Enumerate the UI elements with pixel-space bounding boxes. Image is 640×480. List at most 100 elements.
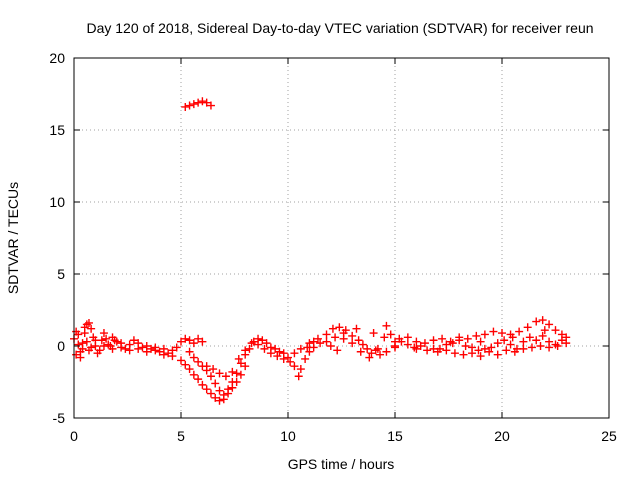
data-point [339,334,348,343]
chart-title: Day 120 of 2018, Sidereal Day-to-day VTE… [86,20,593,36]
data-point [76,353,85,362]
data-point [290,349,299,358]
data-point [112,337,121,346]
data-point [305,339,314,348]
data-point [472,331,481,340]
data-point [480,344,489,353]
data-point [382,321,391,330]
data-point [376,350,385,359]
data-point [134,344,143,353]
data-point [468,349,477,358]
data-point [296,365,305,374]
data-point [84,346,93,355]
data-point [373,344,382,353]
data-point [206,389,215,398]
data-point [254,340,263,349]
data-point [322,330,331,339]
data-point [247,339,256,348]
data-point [284,353,292,362]
data-point [331,333,340,342]
data-point [367,349,376,358]
x-tick-labels: 0 5 10 15 20 25 [70,428,617,444]
data-point [369,329,378,338]
data-point [532,317,541,326]
data-point [348,339,357,348]
data-point [502,346,511,355]
data-points [70,97,571,405]
data-point [322,337,331,346]
data-point [536,342,545,350]
grid-lines [74,58,609,418]
data-point [301,354,310,363]
data-point [423,346,432,355]
data-point [198,380,207,389]
data-point [91,336,100,345]
data-point [545,320,554,329]
data-point [538,316,547,325]
data-point [273,352,282,361]
data-point [508,333,517,342]
data-point [211,379,220,388]
data-point [348,331,357,340]
axis-ticks [73,57,610,419]
data-point [540,326,549,335]
data-point [316,339,325,348]
data-point [236,370,245,379]
y-tick-label: 0 [57,338,65,354]
data-point [487,343,496,352]
data-point [151,346,160,355]
data-point [185,101,194,110]
data-point [515,327,524,336]
data-point [260,344,269,353]
data-point [185,347,194,356]
data-point [181,102,190,111]
data-point [328,324,337,333]
data-point [510,347,519,356]
x-tick-label: 15 [387,428,403,444]
data-point [313,334,322,343]
data-point [480,330,489,339]
data-point [72,327,81,336]
data-point [147,344,156,353]
data-point [294,372,303,381]
data-point [211,393,220,402]
data-point [365,353,374,362]
data-point [527,343,536,352]
data-point [485,347,494,356]
data-point [438,334,447,343]
data-point [189,100,198,109]
data-point [416,342,425,350]
data-point [215,386,224,395]
data-point [498,329,506,338]
data-point [121,344,130,353]
data-point [489,327,498,336]
data-point [463,334,472,343]
data-point [395,334,404,343]
data-point [266,349,275,358]
data-point [172,343,181,352]
data-point [279,354,288,363]
data-point [562,339,571,348]
data-point [420,339,429,348]
data-point [525,333,534,342]
data-point [403,333,412,342]
y-tick-label: 15 [49,122,65,138]
x-tick-label: 25 [601,428,617,444]
data-point [185,365,194,374]
data-point [557,330,566,339]
data-point [215,396,224,405]
data-point [95,346,104,355]
data-point [82,337,91,346]
data-point [476,352,485,361]
y-axis-label: SDTVAR / TECUs [5,182,21,294]
data-point [459,350,468,359]
data-point [493,350,502,359]
data-point [224,385,233,394]
data-point [262,339,271,348]
data-point [168,352,177,361]
data-point [493,339,502,348]
data-point [352,324,361,333]
data-point [412,344,421,353]
data-point [358,340,367,349]
data-point [125,346,134,355]
